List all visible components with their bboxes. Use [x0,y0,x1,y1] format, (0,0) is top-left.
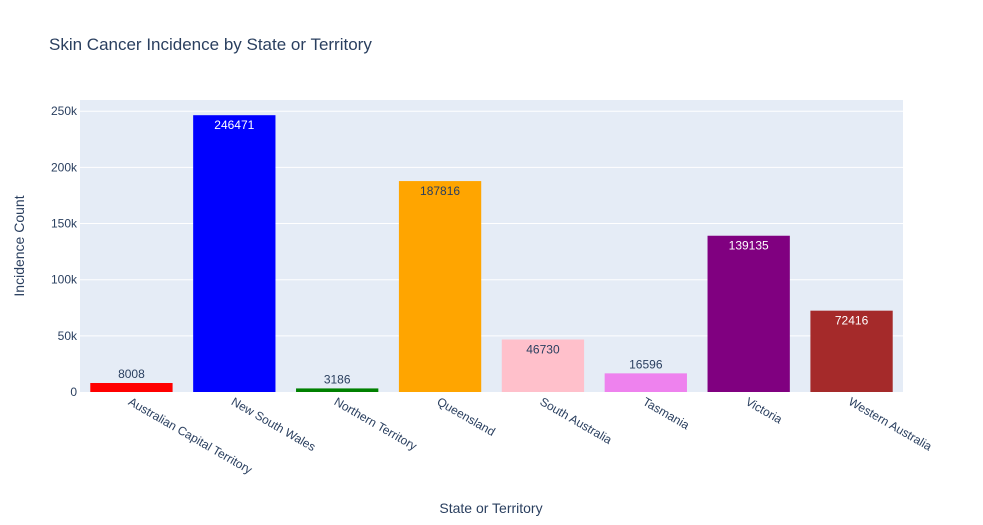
x-tick-label: South Australia [537,394,614,447]
y-tick-label: 50k [58,329,78,343]
bar[interactable] [810,310,893,392]
bar[interactable] [296,388,379,392]
y-tick-label: 150k [51,217,78,231]
bar[interactable] [193,115,276,393]
bar[interactable] [501,339,585,392]
bar[interactable] [604,373,687,392]
y-tick-label: 100k [51,273,78,287]
bar-labels: 8008 246471 3186 187816 46730 16596 139135 7241… [118,118,868,386]
bars [90,115,893,393]
x-tick-label: New South Wales [229,394,318,454]
bar[interactable] [707,235,790,392]
x-tick-label: Queensland [435,394,498,438]
bar[interactable] [90,383,173,392]
x-tick-label: Victoria [743,394,785,426]
y-tick-label: 200k [51,160,78,174]
bar-data-label: 46730 [526,343,560,357]
x-tick-label: Tasmania [640,394,692,432]
bar-data-label: 187816 [420,184,460,198]
x-tick-label: Northern Territory [332,394,420,453]
bar-data-label: 8008 [118,367,145,381]
bar-data-label: 139135 [729,239,769,253]
x-tick-label: Western Australia [846,394,935,453]
chart-title: Skin Cancer Incidence by State or Territ… [49,35,372,54]
bar-data-label: 246471 [214,118,254,132]
bar-data-label: 72416 [835,314,869,328]
y-tick-label: 250k [51,104,78,118]
y-axis-title: Incidence Count [11,195,27,296]
x-axis-title: State or Territory [439,500,542,516]
y-axis-ticks: 0 50k 100k 150k 200k 250k [51,104,78,399]
bar[interactable] [398,181,482,392]
bar-data-label: 3186 [324,372,351,386]
y-tick-label: 0 [70,385,77,399]
bar-data-label: 16596 [629,357,663,371]
